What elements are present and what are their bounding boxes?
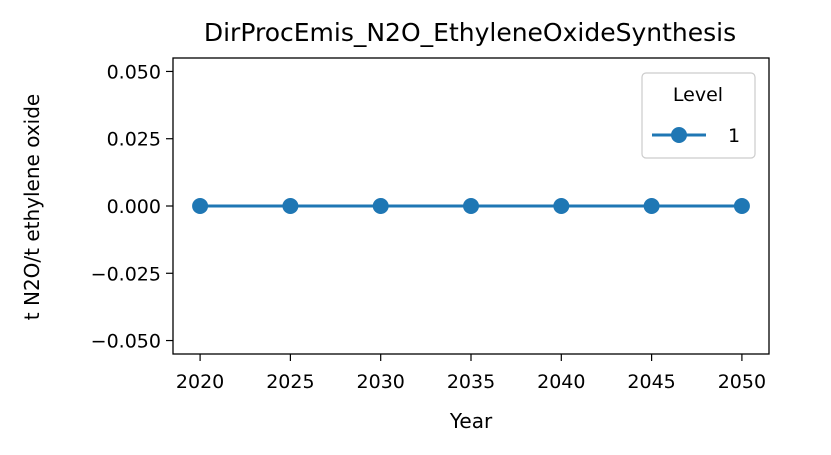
- legend-box: [641, 72, 756, 159]
- axes-frame: [172, 57, 770, 355]
- x-axis-label: Year: [449, 409, 493, 433]
- data-point: [282, 198, 299, 214]
- x-tick-label: 2045: [627, 371, 675, 393]
- x-tick-label: 2050: [718, 371, 766, 393]
- y-axis-label: t N2O/t ethylene oxide: [20, 94, 44, 320]
- data-point: [192, 198, 209, 214]
- data-point: [733, 198, 750, 214]
- y-tick-label: 0.050: [107, 61, 161, 83]
- chart-title: DirProcEmis_N2O_EthyleneOxideSynthesis: [204, 18, 736, 47]
- legend: Level 1: [641, 72, 756, 159]
- y-tick-label: −0.050: [91, 331, 161, 353]
- data-point: [372, 198, 389, 214]
- y-tick-label: 0.000: [107, 196, 161, 218]
- plot-area: 2020 2025 2030 2035 2040 2045 2050 0.050 0.025 0.…: [91, 57, 770, 393]
- legend-marker-swatch: [671, 127, 687, 143]
- data-point: [463, 198, 479, 214]
- y-tick-label: −0.025: [91, 263, 161, 285]
- x-tick-label: 2035: [447, 371, 495, 393]
- y-tick-label: 0.025: [107, 129, 161, 151]
- x-tick-label: 2025: [266, 371, 314, 393]
- x-tick-label: 2040: [537, 371, 585, 393]
- x-tick-label: 2030: [357, 371, 405, 393]
- data-point: [643, 198, 660, 214]
- data-point: [553, 198, 570, 214]
- x-tick-label: 2020: [176, 371, 224, 393]
- legend-entry-label: 1: [728, 125, 740, 147]
- legend-title: Level: [673, 84, 723, 106]
